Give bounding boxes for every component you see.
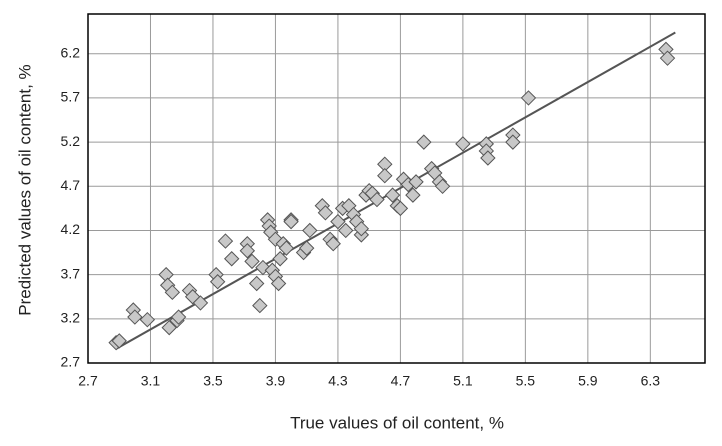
- data-point: [170, 309, 187, 325]
- data-point: [239, 243, 256, 259]
- data-point: [416, 134, 432, 150]
- x-tick-label: 5.1: [453, 373, 473, 389]
- x-tick-label: 3.1: [141, 373, 161, 389]
- data-point: [272, 251, 288, 267]
- x-tick-label: 4.3: [328, 373, 348, 389]
- data-point: [325, 236, 341, 252]
- x-tick-label: 3.9: [266, 373, 286, 389]
- y-tick-label: 5.2: [61, 133, 81, 149]
- x-axis-title: True values of oil content, %: [290, 413, 504, 432]
- y-tick-label: 3.7: [61, 265, 81, 281]
- data-point: [330, 213, 346, 230]
- data-point: [480, 150, 496, 166]
- data-point: [270, 275, 287, 292]
- data-point: [455, 136, 471, 152]
- data-point: [192, 295, 209, 311]
- x-tick-label: 3.5: [203, 373, 223, 389]
- data-point: [111, 333, 127, 349]
- data-point: [223, 251, 240, 267]
- y-axis-title: Predicted values of oil content, %: [15, 64, 34, 315]
- y-tick-label: 3.2: [61, 310, 81, 326]
- data-point: [209, 274, 226, 290]
- data-point: [405, 187, 421, 203]
- data-point: [127, 309, 143, 325]
- data-point: [659, 50, 676, 66]
- y-tick-label: 5.7: [61, 89, 81, 105]
- data-point: [408, 174, 424, 190]
- data-point: [161, 319, 177, 336]
- data-point: [283, 213, 299, 230]
- data-point: [244, 253, 260, 270]
- data-point: [164, 284, 181, 301]
- data-point: [353, 220, 370, 237]
- plot-area: [88, 14, 705, 363]
- plot-border: [87, 13, 706, 364]
- data-point: [392, 200, 409, 217]
- data-point: [252, 297, 268, 314]
- y-tick-label: 4.7: [61, 177, 81, 193]
- x-tick-label: 4.7: [391, 373, 411, 389]
- x-tick-label: 5.5: [516, 373, 536, 389]
- x-tick-label: 2.7: [78, 373, 98, 389]
- data-point: [302, 222, 318, 239]
- data-point: [520, 90, 537, 106]
- data-point: [139, 311, 156, 328]
- data-point: [377, 167, 393, 184]
- data-point: [434, 178, 451, 194]
- data-point: [278, 240, 295, 256]
- data-point: [505, 134, 521, 150]
- data-point: [384, 187, 401, 203]
- y-tick-label: 4.2: [61, 221, 81, 237]
- data-point: [217, 233, 234, 249]
- y-tick-label: 6.2: [61, 44, 81, 60]
- data-point: [317, 205, 334, 221]
- data-point: [298, 240, 315, 256]
- data-point: [369, 191, 385, 208]
- data-point: [338, 222, 354, 239]
- x-tick-label: 6.3: [641, 373, 661, 389]
- y-tick-label: 2.7: [61, 354, 81, 370]
- data-point: [248, 275, 265, 292]
- x-tick-label: 5.9: [578, 373, 598, 389]
